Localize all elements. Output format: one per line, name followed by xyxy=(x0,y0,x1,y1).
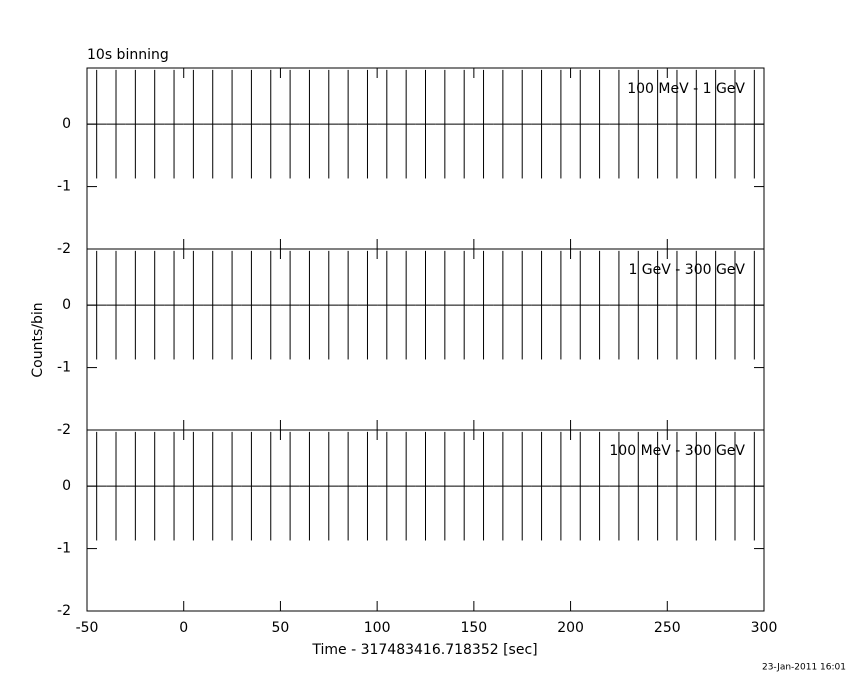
x-tick-label: 250 xyxy=(654,620,681,636)
x-tick-label: 300 xyxy=(751,620,778,636)
x-axis-label: Time - 317483416.718352 [sec] xyxy=(311,642,537,658)
timestamp: 23-Jan-2011 16:01 xyxy=(762,663,846,673)
y-axis-label: Counts/bin xyxy=(30,302,46,377)
y-tick-label: 0 xyxy=(62,297,71,313)
y-tick-label: -1 xyxy=(57,179,71,195)
x-tick-label: 100 xyxy=(364,620,391,636)
x-tick-label: 200 xyxy=(557,620,584,636)
panel-label: 1 GeV - 300 GeV xyxy=(628,262,745,278)
panel-label: 100 MeV - 1 GeV xyxy=(627,81,745,97)
y-tick-label: 0 xyxy=(62,116,71,132)
x-tick-label: 150 xyxy=(460,620,487,636)
panel-frame xyxy=(86,429,765,612)
x-tick-label: 0 xyxy=(179,620,188,636)
y-tick-label: -2 xyxy=(57,422,71,438)
y-tick-label: -1 xyxy=(57,541,71,557)
x-tick-label: -50 xyxy=(76,620,99,636)
chart-title: 10s binning xyxy=(87,47,169,63)
y-tick-label: 0 xyxy=(62,478,71,494)
y-tick-label: -1 xyxy=(57,360,71,376)
y-tick-label: -2 xyxy=(57,603,71,619)
x-tick-label: 50 xyxy=(272,620,290,636)
y-tick-label: -2 xyxy=(57,241,71,257)
